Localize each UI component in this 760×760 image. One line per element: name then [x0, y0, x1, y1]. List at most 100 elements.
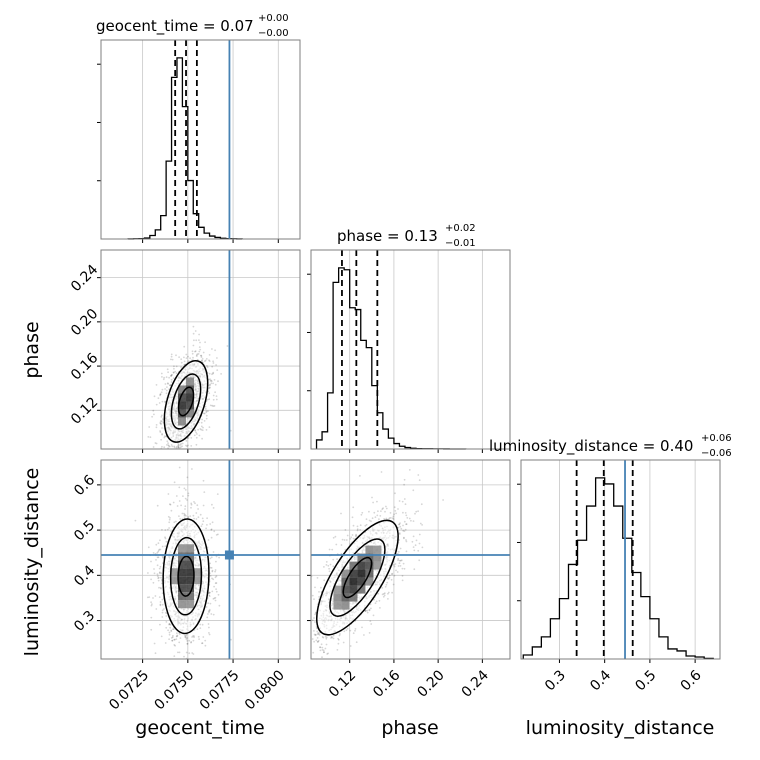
sample-point: [187, 516, 190, 518]
sample-point: [390, 517, 392, 519]
sample-point: [199, 513, 202, 516]
sample-point: [200, 354, 202, 357]
sample-point: [155, 543, 158, 546]
sample-point: [171, 636, 174, 639]
sample-point: [180, 443, 183, 445]
sample-point: [209, 404, 212, 407]
sample-point: [397, 508, 399, 510]
sample-point: [159, 393, 162, 396]
sample-point: [192, 344, 195, 347]
y-axis-label-phase: phase: [21, 321, 43, 378]
y-tick-label: 0.24: [68, 262, 101, 295]
sample-point: [382, 595, 385, 598]
sample-point: [368, 632, 371, 634]
sample-point: [214, 596, 217, 599]
sample-point: [163, 435, 166, 437]
title-minus-phase: −0.01: [445, 238, 476, 249]
sample-point: [383, 594, 386, 597]
sample-point: [170, 457, 172, 459]
sample-point: [393, 574, 396, 577]
sample-point: [340, 544, 343, 546]
sample-point: [172, 371, 175, 374]
sample-point: [401, 567, 404, 570]
sample-point: [391, 572, 394, 575]
sample-point: [208, 592, 210, 594]
sample-point: [173, 644, 176, 646]
sample-point: [351, 534, 354, 536]
sample-point: [202, 426, 204, 429]
sample-point: [349, 629, 352, 632]
sample-point: [195, 354, 198, 356]
sample-point: [379, 607, 381, 609]
sample-point: [165, 450, 167, 452]
sample-point: [159, 393, 162, 396]
sample-point: [197, 353, 200, 355]
y-tick-label: 0.4: [71, 562, 98, 589]
panel-frame: [520, 459, 721, 660]
sample-point: [405, 540, 408, 543]
sample-point: [201, 429, 204, 432]
sample-point: [179, 518, 182, 520]
sample-point: [177, 444, 180, 447]
sample-point: [323, 579, 326, 582]
sample-point: [175, 635, 178, 638]
sample-point: [190, 641, 193, 643]
sample-point: [387, 592, 389, 595]
sample-point: [386, 577, 389, 580]
density-cell: [194, 576, 203, 585]
sample-point: [151, 603, 153, 605]
sample-point: [156, 564, 159, 567]
sample-point: [165, 615, 168, 617]
sample-point: [368, 608, 371, 611]
sample-point: [321, 656, 323, 659]
sample-point: [230, 638, 232, 641]
sample-point: [162, 556, 164, 559]
sample-point: [321, 649, 324, 651]
sample-point: [185, 450, 187, 452]
hist-panel-phase: [307, 249, 511, 453]
sample-point: [212, 405, 215, 407]
sample-point: [401, 575, 404, 577]
sample-point: [212, 613, 215, 616]
sample-point: [213, 379, 216, 381]
title-minus-luminosity_distance: −0.06: [701, 448, 732, 459]
sample-point: [208, 594, 211, 597]
sample-point: [325, 564, 328, 566]
sample-point: [388, 518, 390, 520]
sample-point: [402, 511, 404, 514]
sample-point: [208, 392, 211, 394]
sample-point: [412, 546, 415, 548]
sample-point: [327, 652, 329, 655]
sample-point: [327, 665, 329, 667]
density-cell: [194, 568, 203, 577]
sample-point: [173, 521, 176, 524]
sample-point: [213, 585, 216, 588]
sample-point: [164, 642, 167, 644]
sample-point: [177, 446, 180, 448]
sample-point: [157, 577, 160, 579]
sample-point: [341, 538, 344, 541]
sample-point: [201, 642, 203, 645]
sample-point: [371, 517, 374, 520]
x-tick-label: 0.0775: [197, 667, 243, 713]
sample-point: [374, 602, 377, 605]
sample-point: [336, 670, 338, 672]
sample-point: [192, 670, 194, 672]
sample-point: [203, 412, 206, 415]
sample-point: [378, 518, 380, 520]
sample-point: [213, 530, 216, 533]
sample-point: [198, 638, 201, 640]
sample-point: [305, 685, 307, 687]
sample-point: [192, 356, 194, 359]
sample-point: [215, 555, 218, 558]
sample-point: [159, 420, 162, 422]
sample-point: [178, 515, 180, 517]
sample-point: [309, 639, 311, 641]
sample-point: [318, 632, 321, 634]
sample-point: [168, 445, 170, 447]
sample-point: [184, 508, 186, 510]
sample-point: [173, 446, 176, 449]
sample-point: [194, 502, 196, 505]
sample-point: [201, 360, 204, 362]
sample-point: [215, 582, 218, 584]
